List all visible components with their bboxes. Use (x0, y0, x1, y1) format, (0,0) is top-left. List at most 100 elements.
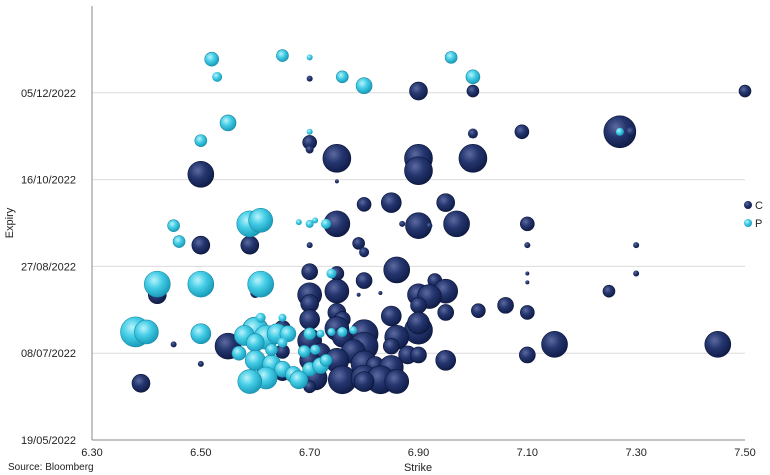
bubble-P (265, 343, 278, 356)
y-tick-label: 05/12/2022 (21, 88, 76, 100)
x-axis-title: Strike (404, 462, 432, 474)
series-C (131, 75, 752, 395)
bubble-P (465, 69, 481, 85)
bubble-C (466, 84, 480, 98)
bubble-C (301, 263, 318, 281)
bubble-P (219, 114, 237, 132)
bubble-P (277, 337, 288, 348)
y-tick-label: 08/07/2022 (21, 348, 76, 360)
bubble-P (134, 319, 159, 345)
bubble-C (471, 303, 486, 318)
bubble-C (514, 124, 530, 140)
bubble-C (407, 311, 430, 335)
bubble-P (289, 370, 309, 390)
bubble-C (435, 349, 457, 371)
bubbles (120, 49, 752, 395)
bubble-C (467, 128, 478, 139)
bubble-C (380, 192, 402, 213)
bubble-C (602, 284, 616, 298)
bubble-P (349, 326, 358, 335)
bubble-P (276, 49, 289, 62)
bubble-P (244, 349, 266, 371)
x-tick-label: 6.50 (190, 447, 211, 459)
bubble-C (334, 179, 339, 184)
legend-item-P: P (744, 218, 762, 230)
bubble-P (187, 270, 215, 298)
bubble-P (306, 128, 313, 135)
bubble-P (212, 71, 223, 82)
bubble-C (131, 374, 151, 393)
bubble-C (497, 297, 514, 314)
bubble-P (316, 329, 325, 338)
bubble-C (382, 337, 400, 355)
bubble-C (170, 341, 177, 348)
bubble-P (337, 326, 348, 337)
bubble-P (295, 219, 302, 226)
x-tick-labels: 6.30 6.50 6.70 6.90 7.10 7.30 7.50 (81, 447, 755, 459)
legend-label: C (755, 200, 763, 212)
bubble-C (436, 193, 456, 212)
bubble-C (352, 237, 365, 250)
bubble-C (197, 360, 204, 367)
bubble-P (247, 270, 274, 298)
bubble-P (231, 345, 247, 361)
bubble-P (194, 134, 208, 147)
bubble-C (409, 81, 428, 101)
y-tick-label: 19/05/2022 (21, 435, 76, 447)
bubble-C (355, 272, 373, 289)
bubble-P (312, 217, 319, 224)
bubble-P (320, 218, 331, 229)
legend-label: P (755, 218, 762, 230)
series-P (120, 49, 624, 394)
bubble-C (541, 331, 568, 358)
bubble-C (633, 270, 640, 277)
y-tick-label: 16/10/2022 (21, 175, 76, 187)
bubble-P (336, 70, 349, 84)
bubble-C (738, 84, 752, 98)
bubble-P (306, 54, 313, 61)
bubble-C (353, 371, 375, 392)
bubble-C (525, 280, 530, 285)
bubble-P (278, 313, 287, 322)
bubble-C (306, 242, 313, 249)
bubble-P (248, 208, 273, 233)
bubble-P (255, 312, 266, 323)
bubble-C (520, 216, 535, 232)
bubble-P (310, 344, 321, 355)
bubble-C (380, 305, 402, 327)
bubble-P (305, 219, 314, 228)
bubble-C (356, 292, 361, 297)
bubble-C (458, 144, 488, 173)
bubble-C (519, 346, 536, 364)
bubble-C (410, 297, 427, 314)
bubble-P (297, 345, 311, 358)
bubble-P (237, 369, 263, 394)
bubble-P (355, 77, 373, 95)
x-tick-label: 6.70 (299, 447, 320, 459)
bubble-C (437, 304, 455, 321)
bubble-P (319, 353, 333, 367)
bubble-P (327, 327, 336, 336)
bubble-C (525, 271, 530, 276)
bubble-C (524, 242, 531, 249)
x-tick-label: 6.30 (81, 447, 102, 459)
bubble-C (426, 222, 433, 229)
bubble-C (324, 278, 350, 304)
bubble-C (383, 256, 411, 284)
bubble-C (399, 220, 406, 227)
bubble-C (633, 242, 640, 249)
bubble-P (172, 235, 186, 248)
bubble-C (378, 290, 383, 295)
x-tick-label: 7.10 (517, 447, 538, 459)
bubble-P (144, 270, 171, 298)
bubble-C (520, 305, 535, 320)
bubble-P (167, 219, 180, 232)
bubble-C (359, 247, 370, 258)
bubble-C (299, 309, 320, 330)
bubble-C (356, 197, 372, 212)
bubble-C (305, 145, 314, 154)
bubble-C (306, 75, 313, 82)
x-tick-label: 7.30 (625, 447, 646, 459)
source-note: Source: Bloomberg (8, 462, 94, 473)
legend-marker (744, 201, 752, 209)
